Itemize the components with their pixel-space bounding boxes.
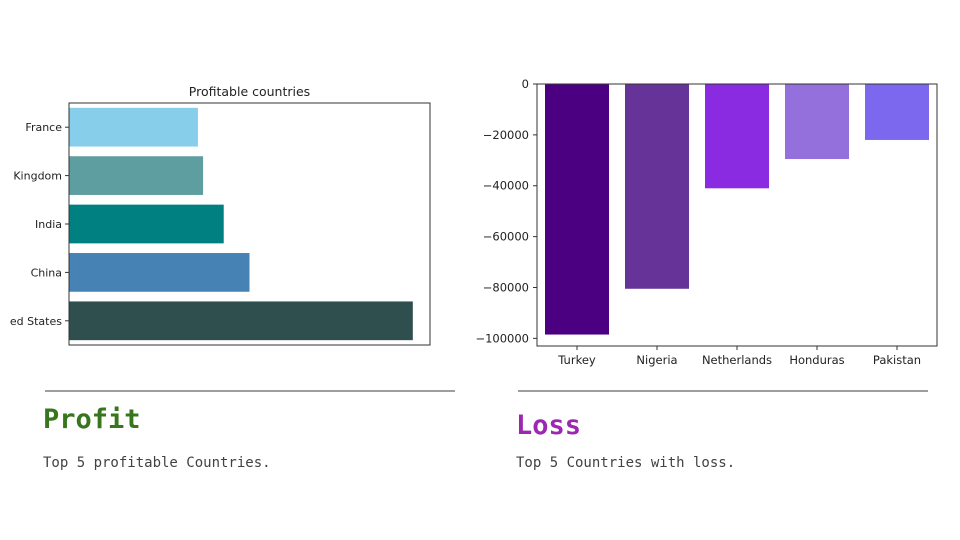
profit-divider: [45, 390, 455, 392]
loss-ytick-neg20000: −20000: [483, 128, 529, 142]
loss-chart-svg: 0 −20000 −40000 −60000 −80000 −100000 Turkey Ni…: [475, 77, 938, 367]
profit-chart-svg: Profitable countries ed States China India K…: [10, 84, 431, 346]
loss-divider: [518, 390, 928, 392]
profit-bar-france: [69, 107, 198, 147]
loss-chart: 0 −20000 −40000 −60000 −80000 −100000 Turkey Ni…: [470, 70, 950, 370]
profit-ytick-india: India: [35, 218, 62, 231]
profit-chart: Profitable countries ed States China India K…: [0, 70, 460, 360]
loss-xtick-turkey: Turkey: [557, 353, 596, 367]
profit-ytick-france: France: [25, 121, 62, 134]
profit-ytick-kingdom: Kingdom: [13, 170, 62, 183]
loss-plot-frame: [536, 83, 938, 347]
profit-bar-ed-states: [69, 301, 413, 341]
profit-bar-china: [69, 253, 250, 292]
loss-bar-turkey: [545, 84, 609, 335]
profit-bar-kingdom: [69, 156, 204, 195]
loss-xtick-honduras: Honduras: [789, 353, 844, 367]
loss-ytick-0: 0: [522, 77, 529, 91]
loss-bar-netherlands: [705, 84, 769, 189]
loss-ytick-neg80000: −80000: [483, 280, 529, 294]
loss-ytick-neg60000: −60000: [483, 230, 529, 244]
profit-caption: Top 5 profitable Countries.: [43, 455, 271, 471]
profit-chart-title: Profitable countries: [189, 84, 310, 99]
loss-heading: Loss: [516, 410, 582, 441]
profit-heading: Profit: [43, 404, 141, 435]
loss-caption: Top 5 Countries with loss.: [516, 455, 736, 471]
loss-bar-nigeria: [625, 84, 689, 289]
loss-bar-pakistan: [865, 84, 929, 140]
loss-ytick-neg40000: −40000: [483, 179, 529, 193]
profit-plot-frame: [68, 102, 431, 346]
loss-xtick-pakistan: Pakistan: [873, 353, 921, 367]
loss-xtick-netherlands: Netherlands: [702, 353, 772, 367]
profit-ytick-china: China: [31, 266, 62, 279]
profit-ytick-ed-states: ed States: [10, 315, 62, 328]
loss-xtick-nigeria: Nigeria: [636, 353, 677, 367]
loss-bar-honduras: [785, 84, 849, 160]
profit-bar-india: [69, 204, 224, 244]
loss-ytick-neg100000: −100000: [475, 331, 529, 345]
